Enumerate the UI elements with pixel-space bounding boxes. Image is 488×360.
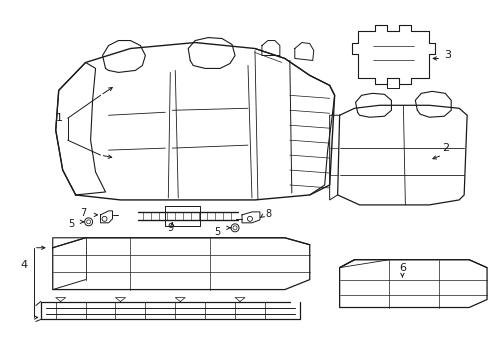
Text: 4: 4 <box>21 260 28 270</box>
Text: 5: 5 <box>68 219 75 229</box>
Text: 1: 1 <box>56 113 62 123</box>
Text: 9: 9 <box>167 223 173 233</box>
Text: 5: 5 <box>214 227 220 237</box>
Text: 3: 3 <box>443 50 450 60</box>
Text: 7: 7 <box>81 208 87 218</box>
Text: 8: 8 <box>264 209 270 219</box>
Text: 2: 2 <box>441 143 448 153</box>
Text: 6: 6 <box>399 263 406 273</box>
